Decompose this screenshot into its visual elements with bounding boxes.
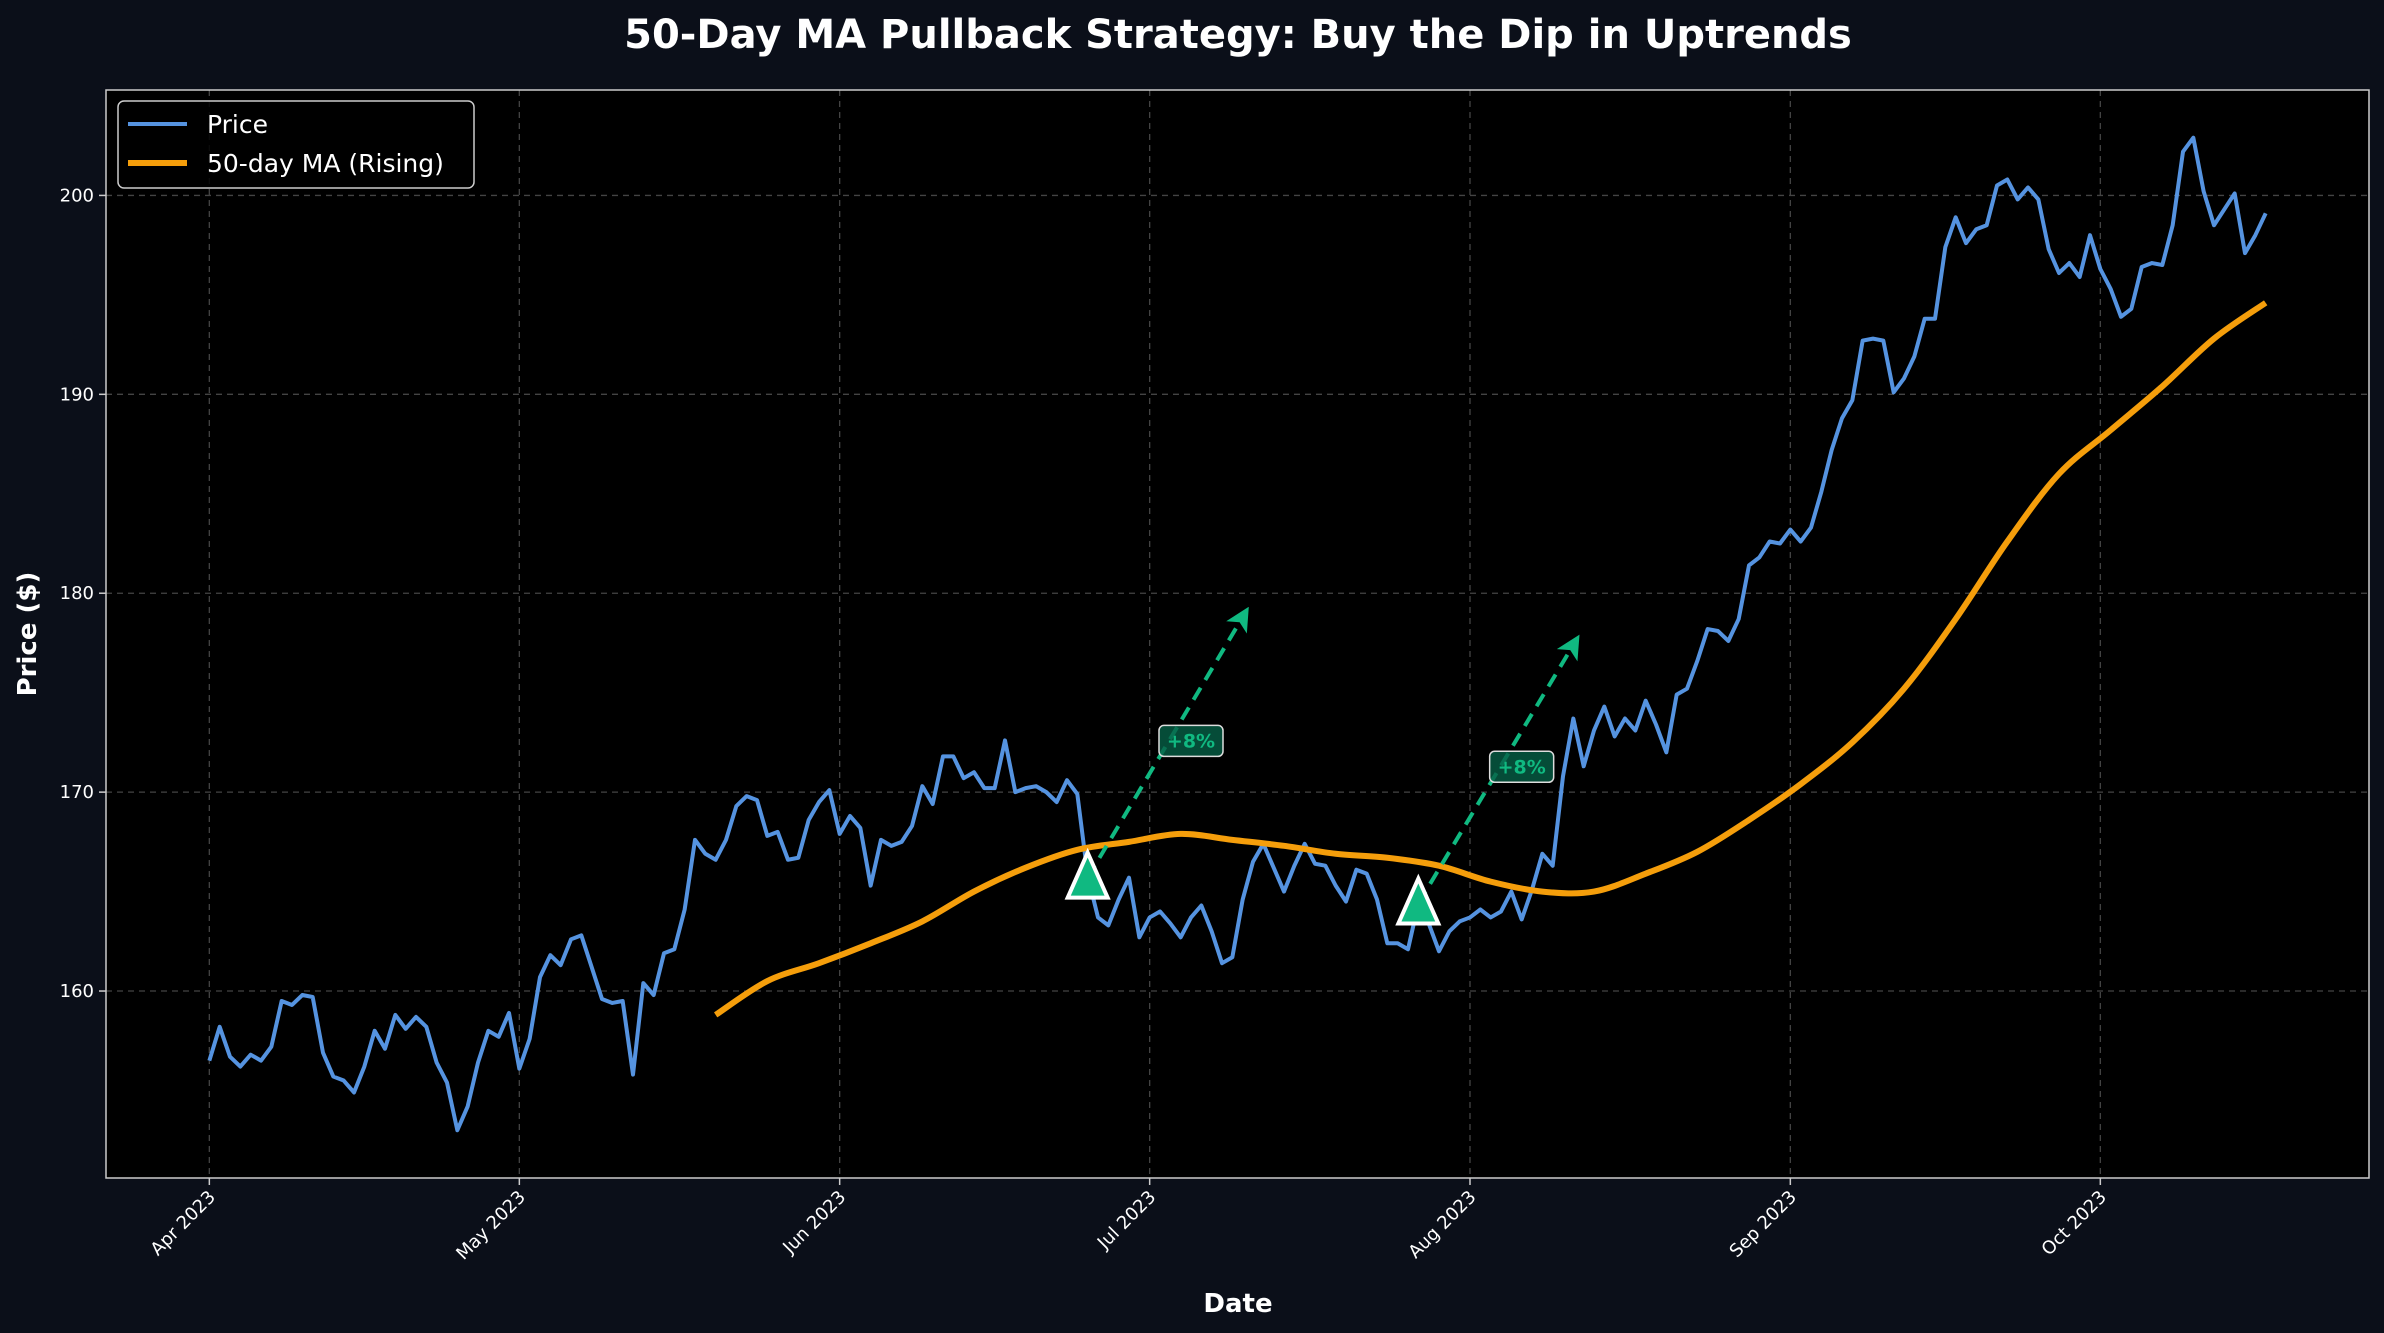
- y-tick-label: 200: [60, 185, 94, 206]
- gain-label: +8%: [1498, 756, 1546, 778]
- buy-signal: +8%: [1064, 606, 1249, 900]
- y-tick-label: 180: [60, 583, 94, 604]
- x-tick-label: Jul 2023: [1093, 1187, 1160, 1254]
- y-tick-label: 160: [60, 981, 94, 1002]
- y-axis-label: Price ($): [13, 572, 43, 697]
- buy-marker-triangle-icon: [1064, 847, 1111, 900]
- grid: [106, 90, 2369, 1178]
- gain-label: +8%: [1167, 730, 1215, 752]
- chart-title: 50-Day MA Pullback Strategy: Buy the Dip…: [624, 12, 1852, 58]
- y-tick-label: 190: [60, 384, 94, 405]
- buy-signal: +8%: [1395, 634, 1580, 926]
- y-tick-label: 170: [60, 782, 94, 803]
- gain-label-box: [1488, 750, 1555, 784]
- gain-label-box: [1158, 724, 1224, 758]
- x-tick-label: Sep 2023: [1726, 1187, 1801, 1262]
- legend-label-ma: 50-day MA (Rising): [207, 149, 444, 178]
- plot-frame: [105, 89, 2370, 1179]
- x-axis-label: Date: [1203, 1289, 1272, 1319]
- x-tick-label: Apr 2023: [147, 1187, 220, 1260]
- x-tick-label: Jun 2023: [778, 1187, 850, 1259]
- ma-line: [714, 300, 2268, 1018]
- x-axis: Apr 2023 May 2023 Jun 2023 Jul 2023 Aug 2023…: [147, 1178, 2111, 1264]
- legend-label-price: Price: [207, 110, 268, 139]
- x-tick-label: Oct 2023: [2038, 1187, 2111, 1260]
- y-axis: 160 170 180 190 200: [60, 185, 106, 1002]
- series-layer: [207, 135, 2268, 1133]
- plot-area: [106, 90, 2369, 1178]
- legend-box: [117, 100, 475, 189]
- legend: Price 50-day MA (Rising): [117, 100, 475, 189]
- price-line: [207, 135, 2268, 1133]
- x-tick-label: May 2023: [452, 1187, 530, 1265]
- signals-layer: +8% +8%: [1064, 606, 1580, 926]
- x-tick-label: Aug 2023: [1404, 1187, 1480, 1263]
- buy-marker-triangle-icon: [1395, 873, 1442, 926]
